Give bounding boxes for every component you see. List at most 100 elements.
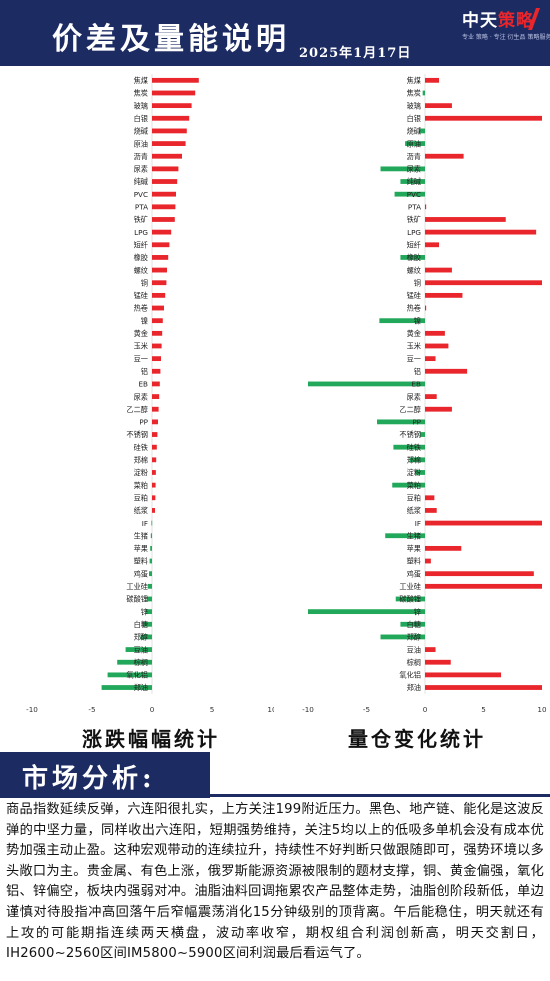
bar bbox=[152, 267, 167, 273]
x-tick-label: -10 bbox=[302, 705, 314, 714]
x-tick-label: 10 bbox=[267, 705, 274, 714]
logo-accent: 策略 bbox=[498, 11, 534, 31]
bar bbox=[308, 609, 425, 615]
category-label: 白银 bbox=[407, 114, 421, 123]
bar bbox=[425, 508, 437, 513]
category-label: IF bbox=[415, 519, 421, 528]
bar bbox=[422, 90, 425, 96]
bar bbox=[152, 292, 166, 298]
bar bbox=[379, 318, 425, 324]
category-label: 鸡蛋 bbox=[407, 569, 421, 578]
category-label: 碳酸锂 bbox=[399, 595, 421, 604]
category-label: 白糖 bbox=[134, 620, 148, 629]
volume-oi-chart-caption: 量仓变化统计 bbox=[348, 727, 486, 751]
category-label: 塑料 bbox=[407, 557, 421, 566]
category-label: 工业硅 bbox=[126, 582, 148, 591]
bar bbox=[140, 634, 152, 640]
bar bbox=[152, 217, 175, 222]
category-label: 棕榈 bbox=[134, 658, 148, 667]
category-label: 不锈钢 bbox=[126, 430, 148, 439]
category-label: 原油 bbox=[407, 139, 421, 148]
bar bbox=[400, 621, 425, 627]
bar bbox=[425, 356, 436, 362]
category-label: LPG bbox=[134, 228, 148, 237]
bar bbox=[308, 381, 425, 387]
x-tick-label: -10 bbox=[26, 705, 38, 714]
category-label: 镍 bbox=[414, 316, 421, 325]
category-label: 玉米 bbox=[407, 342, 421, 351]
bar bbox=[150, 533, 152, 539]
x-tick-label: 5 bbox=[210, 705, 215, 714]
bar bbox=[425, 520, 542, 526]
category-label: 白银 bbox=[134, 114, 148, 123]
bar bbox=[425, 204, 427, 210]
category-label: 豆粕 bbox=[407, 493, 421, 502]
category-label: 碳酸锂 bbox=[126, 595, 148, 604]
category-label: 尿素 bbox=[407, 392, 421, 401]
category-label: 短纤 bbox=[134, 240, 148, 249]
bar bbox=[425, 406, 452, 412]
category-label: 白糖 bbox=[407, 620, 421, 629]
bar bbox=[385, 533, 425, 539]
bar bbox=[152, 115, 190, 121]
category-label: 棕榈 bbox=[407, 658, 421, 667]
category-label: 郑棉 bbox=[134, 456, 148, 465]
brand-logo: 中天策略 专业 策略 · 专注 衍生品 策略服务 bbox=[462, 6, 550, 54]
bar bbox=[147, 583, 152, 589]
category-label: 螺纹 bbox=[134, 266, 148, 275]
bar bbox=[152, 508, 155, 513]
bar bbox=[377, 419, 425, 425]
bar bbox=[425, 343, 449, 349]
bar bbox=[152, 419, 158, 425]
bar bbox=[409, 457, 425, 463]
bar bbox=[152, 204, 176, 210]
category-label: 镍 bbox=[141, 316, 148, 325]
x-tick-label: 10 bbox=[537, 705, 547, 714]
category-label: 淀粉 bbox=[407, 468, 421, 477]
bar bbox=[152, 179, 178, 184]
category-label: 豆一 bbox=[134, 354, 148, 363]
bar bbox=[152, 128, 187, 134]
bar bbox=[152, 482, 156, 488]
x-tick-label: 0 bbox=[150, 705, 155, 714]
bar bbox=[425, 292, 463, 298]
price-change-chart-caption: 涨跌幅幅统计 bbox=[82, 727, 220, 751]
bar bbox=[395, 596, 425, 602]
category-label: PP bbox=[139, 418, 148, 427]
volume-oi-change-chart: 焦煤 焦炭 玻璃 白银 烧碱 原油 沥青 尿素 纯碱 PVC PTA 铁矿 LPG 短纤 橡胶 螺纹铜锰硅 热卷… bbox=[276, 70, 550, 719]
category-label: 塑料 bbox=[134, 557, 148, 566]
bar bbox=[405, 141, 425, 146]
category-label: 淀粉 bbox=[134, 468, 148, 477]
bar bbox=[149, 571, 152, 577]
bar bbox=[419, 128, 425, 134]
category-label: 纯碱 bbox=[134, 177, 148, 186]
x-tick-label: 0 bbox=[423, 705, 428, 714]
bar bbox=[152, 457, 157, 463]
category-label: EB bbox=[139, 380, 149, 389]
header-banner bbox=[0, 0, 550, 66]
category-label: PVC bbox=[134, 190, 148, 199]
category-label: 豆一 bbox=[407, 354, 421, 363]
category-label: 焦炭 bbox=[407, 89, 421, 98]
category-label: 焦煤 bbox=[134, 76, 148, 85]
bar bbox=[380, 634, 425, 640]
category-label: 郑油 bbox=[134, 683, 148, 692]
category-label: 铁矿 bbox=[134, 215, 148, 224]
x-tick-label: -5 bbox=[363, 705, 370, 714]
bar bbox=[425, 672, 502, 678]
category-label: 原油 bbox=[134, 139, 148, 148]
category-label: 豆粕 bbox=[134, 493, 148, 502]
category-label: 不锈钢 bbox=[399, 430, 421, 439]
category-label: 橡胶 bbox=[407, 253, 421, 262]
category-label: 菜粕 bbox=[134, 481, 148, 490]
bar bbox=[425, 545, 462, 551]
category-label: 工业硅 bbox=[399, 582, 421, 591]
category-label: 黄金 bbox=[134, 329, 148, 338]
bar bbox=[425, 115, 542, 121]
bar bbox=[152, 356, 161, 362]
category-label: 锌 bbox=[141, 607, 148, 616]
category-label: 热卷 bbox=[134, 304, 148, 313]
category-label: 尿素 bbox=[407, 165, 421, 174]
bar bbox=[425, 558, 431, 564]
bar bbox=[149, 558, 152, 564]
